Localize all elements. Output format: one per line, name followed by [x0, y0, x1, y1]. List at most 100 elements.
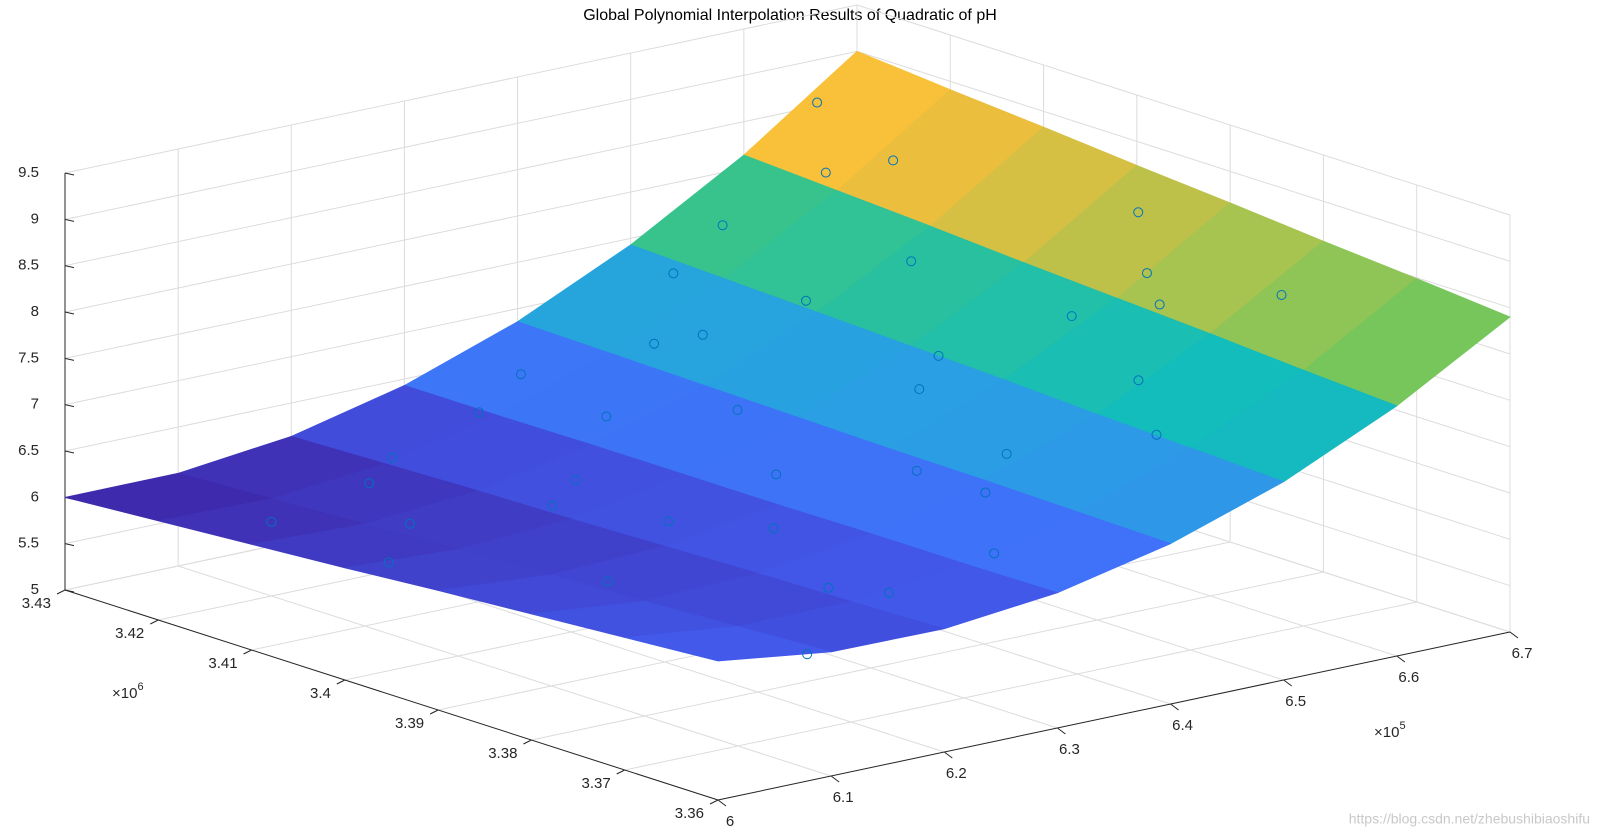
z-tick-label: 9 — [31, 210, 39, 227]
data-point — [888, 155, 899, 166]
data-point — [1276, 290, 1287, 300]
grid-line — [177, 565, 832, 777]
y-tick — [616, 769, 625, 775]
data-point — [474, 407, 485, 418]
y-tick-label: 3.37 — [582, 775, 611, 792]
data-point — [547, 500, 558, 511]
z-tick — [64, 589, 75, 593]
z-tick — [64, 311, 75, 315]
axis-multiplier: ×105 — [1374, 720, 1406, 741]
data-point — [717, 220, 728, 231]
data-point — [911, 465, 922, 476]
x-tick-label: 6.2 — [946, 765, 967, 782]
data-point — [649, 338, 660, 349]
data-point — [800, 295, 811, 306]
data-point — [602, 576, 613, 587]
x-tick — [1396, 655, 1406, 663]
data-point — [906, 256, 917, 267]
data-point — [812, 97, 823, 108]
y-tick — [523, 739, 532, 745]
z-tick — [64, 543, 75, 547]
data-point — [768, 523, 779, 534]
data-point — [823, 582, 834, 593]
multiplier-base: ×10 — [112, 685, 137, 702]
data-point — [1151, 429, 1162, 440]
data-point — [663, 516, 674, 527]
y-tick-label: 3.41 — [208, 655, 237, 672]
z-tick-label: 8 — [31, 303, 39, 320]
watermark: https://blog.csdn.net/zhebushibiaoshifu — [1349, 811, 1590, 827]
data-point — [364, 478, 375, 489]
y-tick-label: 3.36 — [675, 805, 704, 822]
y-tick-label: 3.43 — [22, 595, 51, 612]
z-tick-label: 8.5 — [18, 257, 39, 274]
data-point — [383, 557, 394, 568]
data-point — [980, 487, 991, 498]
z-tick-label: 6 — [31, 488, 39, 505]
y-tick — [429, 709, 439, 715]
x-tick — [1170, 703, 1179, 711]
data-point — [989, 548, 1000, 559]
y-axis — [64, 589, 719, 801]
grid-line — [64, 50, 858, 220]
x-tick — [1509, 631, 1519, 639]
data-point — [601, 411, 612, 422]
z-tick — [64, 172, 75, 176]
data-point — [266, 516, 277, 527]
x-tick-label: 6.6 — [1398, 669, 1419, 686]
data-point — [933, 350, 944, 361]
z-tick-label: 5 — [31, 581, 39, 598]
z-tick-label: 9.5 — [18, 164, 39, 181]
x-tick — [830, 775, 840, 783]
grid-line — [531, 571, 1324, 741]
z-tick — [64, 265, 75, 269]
data-point — [1066, 311, 1077, 322]
data-point — [771, 469, 782, 480]
z-tick — [64, 450, 75, 454]
data-point — [1154, 299, 1165, 310]
data-point — [1001, 448, 1012, 459]
axis-multiplier: ×106 — [112, 681, 144, 702]
z-tick — [64, 404, 75, 408]
z-tick-label: 7 — [31, 396, 39, 413]
grid-line — [624, 601, 1417, 771]
x-tick-label: 6.3 — [1059, 741, 1080, 758]
z-tick-label: 7.5 — [18, 349, 39, 366]
data-point — [387, 452, 398, 463]
y-tick — [243, 649, 252, 655]
data-point — [570, 475, 581, 485]
data-point — [802, 649, 813, 660]
x-tick-label: 6.5 — [1285, 693, 1306, 710]
data-point — [1141, 268, 1152, 279]
multiplier-exponent: 5 — [1399, 720, 1405, 732]
data-point — [697, 329, 708, 340]
x-tick-label: 6.7 — [1512, 645, 1533, 662]
z-tick — [64, 218, 75, 222]
y-tick-label: 3.4 — [310, 685, 331, 702]
y-tick — [709, 799, 719, 805]
x-tick — [1283, 679, 1293, 687]
y-tick — [150, 619, 159, 625]
data-point — [515, 369, 526, 380]
z-tick-label: 6.5 — [18, 442, 39, 459]
x-tick — [943, 751, 953, 759]
z-tick-label: 5.5 — [18, 535, 39, 552]
data-point — [1133, 207, 1144, 218]
grid-line — [856, 50, 1511, 262]
y-tick-label: 3.38 — [488, 745, 517, 762]
grid-line — [64, 4, 858, 174]
x-axis — [717, 631, 1511, 801]
chart-title: Global Polynomial Interpolation Results … — [583, 7, 997, 24]
x-tick-label: 6 — [726, 813, 734, 830]
x-tick — [717, 799, 727, 807]
surface-patch — [624, 626, 832, 662]
z-tick — [64, 357, 75, 361]
multiplier-exponent: 6 — [137, 681, 143, 693]
y-tick-label: 3.39 — [395, 715, 424, 732]
data-point — [668, 268, 679, 279]
data-point — [883, 587, 894, 598]
grid-line — [856, 4, 1511, 216]
y-tick-label: 3.42 — [115, 625, 144, 642]
x-tick — [1057, 727, 1066, 735]
